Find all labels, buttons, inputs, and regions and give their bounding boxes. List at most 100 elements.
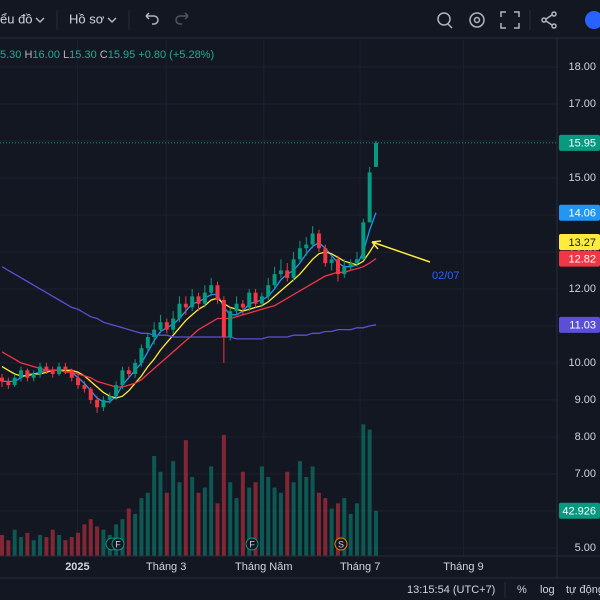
- candle-body: [38, 366, 43, 375]
- candle-body: [335, 259, 340, 275]
- percent-toggle[interactable]: %: [517, 584, 527, 596]
- candle-body: [171, 318, 176, 330]
- candle-body: [342, 266, 347, 275]
- candle-body: [63, 366, 68, 371]
- chevron: [107, 17, 117, 24]
- profile-menu[interactable]: Hồ sơ: [69, 11, 105, 26]
- candle-body: [120, 370, 125, 386]
- y-tick-label: 8.00: [575, 431, 596, 443]
- candle-body: [228, 311, 233, 338]
- candle-body: [114, 385, 119, 397]
- arrow: [371, 241, 431, 263]
- moving-average: [1, 258, 377, 388]
- search-icon[interactable]: [437, 12, 453, 29]
- fullscreen-icon[interactable]: [500, 11, 520, 29]
- volume-bar: [76, 532, 81, 556]
- volume-bar: [285, 471, 290, 556]
- legend-key: L: [63, 49, 69, 61]
- volume-bar: [196, 492, 201, 556]
- candle-body: [329, 259, 334, 264]
- candle-body: [12, 377, 17, 386]
- volume-bar: [374, 510, 378, 556]
- event-marker[interactable]: [334, 537, 348, 551]
- volume-bar: [177, 482, 182, 556]
- candle-body: [76, 377, 81, 386]
- price-label-box: [559, 134, 600, 151]
- x-tick-label: Tháng Năm: [235, 561, 292, 573]
- legend-key: C: [100, 49, 108, 61]
- candle-body: [44, 366, 49, 371]
- candle-body: [272, 274, 277, 286]
- price-label: 12.82: [568, 254, 596, 266]
- candle-body: [95, 399, 100, 408]
- volume-bar: [228, 482, 233, 556]
- toolbar: [0, 0, 600, 38]
- volume-bar: [0, 534, 4, 556]
- volume-bar: [291, 482, 296, 556]
- candle-body: [316, 233, 321, 249]
- volume-bar: [278, 492, 283, 556]
- candle-body: [31, 374, 36, 378]
- volume-bar: [164, 492, 169, 556]
- candle-body: [126, 370, 131, 375]
- candle-body: [107, 396, 112, 400]
- candle-body: [183, 303, 188, 308]
- event-marker[interactable]: [111, 537, 125, 551]
- settings-icon[interactable]: [469, 12, 485, 28]
- redo-icon[interactable]: [175, 12, 189, 25]
- volume-bar: [158, 471, 163, 556]
- event-label: F: [249, 539, 255, 549]
- volume-bar: [171, 461, 176, 556]
- volume-bar: [234, 498, 239, 556]
- share-icon[interactable]: [541, 11, 557, 29]
- ohlc-legend: 5.30 H16.00 L15.30 C15.95 +0.80 (+5.28%): [0, 49, 214, 61]
- log-toggle[interactable]: log: [540, 584, 555, 596]
- volume-bar: [6, 540, 11, 556]
- candle-body: [139, 348, 144, 363]
- volume-bar: [126, 508, 131, 556]
- candle-body: [25, 370, 30, 378]
- candle-body: [177, 303, 182, 319]
- candle-body: [209, 285, 214, 293]
- undo-icon[interactable]: [145, 12, 159, 25]
- volume-bar: [19, 537, 24, 556]
- volume-bar: [361, 424, 366, 556]
- volume-bar: [272, 487, 277, 556]
- legend-change: +0.80 (+5.28%): [138, 49, 214, 61]
- volume-bar: [139, 498, 144, 556]
- y-tick-label: 7.00: [575, 468, 596, 480]
- volume-bar: [50, 529, 55, 556]
- volume-bar: [215, 503, 220, 556]
- price-label: 14.06: [568, 208, 596, 220]
- event-label: S: [338, 539, 344, 549]
- price-label-box: [559, 502, 600, 519]
- volume-bar: [253, 482, 258, 556]
- volume-bar: [221, 434, 226, 556]
- candle-body: [50, 370, 55, 375]
- candle-body: [240, 303, 245, 308]
- candle-body: [234, 303, 239, 312]
- chevron: [35, 17, 45, 24]
- volume-bar: [367, 429, 372, 556]
- volume-bar: [335, 503, 340, 556]
- candle-body: [0, 377, 4, 382]
- volume-bar: [354, 503, 359, 556]
- chart-menu[interactable]: ểu đồ: [0, 11, 33, 26]
- candle-body: [88, 388, 93, 400]
- volume-bar: [88, 519, 93, 556]
- candle-body: [196, 296, 201, 304]
- candle-body: [310, 233, 315, 245]
- candle-body: [82, 385, 87, 389]
- auto-toggle[interactable]: tự động: [566, 584, 600, 596]
- candle-body: [158, 322, 163, 330]
- candle-body: [259, 296, 264, 304]
- x-tick-label: 2025: [65, 561, 89, 573]
- volume-bar: [63, 540, 68, 556]
- clock: 13:15:54 (UTC+7): [407, 584, 495, 596]
- volume-bar: [209, 466, 214, 556]
- volume-bar: [342, 498, 347, 556]
- event-marker[interactable]: [245, 537, 259, 551]
- price-label-box: [559, 250, 600, 267]
- publish-button[interactable]: [585, 11, 600, 29]
- volume-bar: [31, 540, 36, 556]
